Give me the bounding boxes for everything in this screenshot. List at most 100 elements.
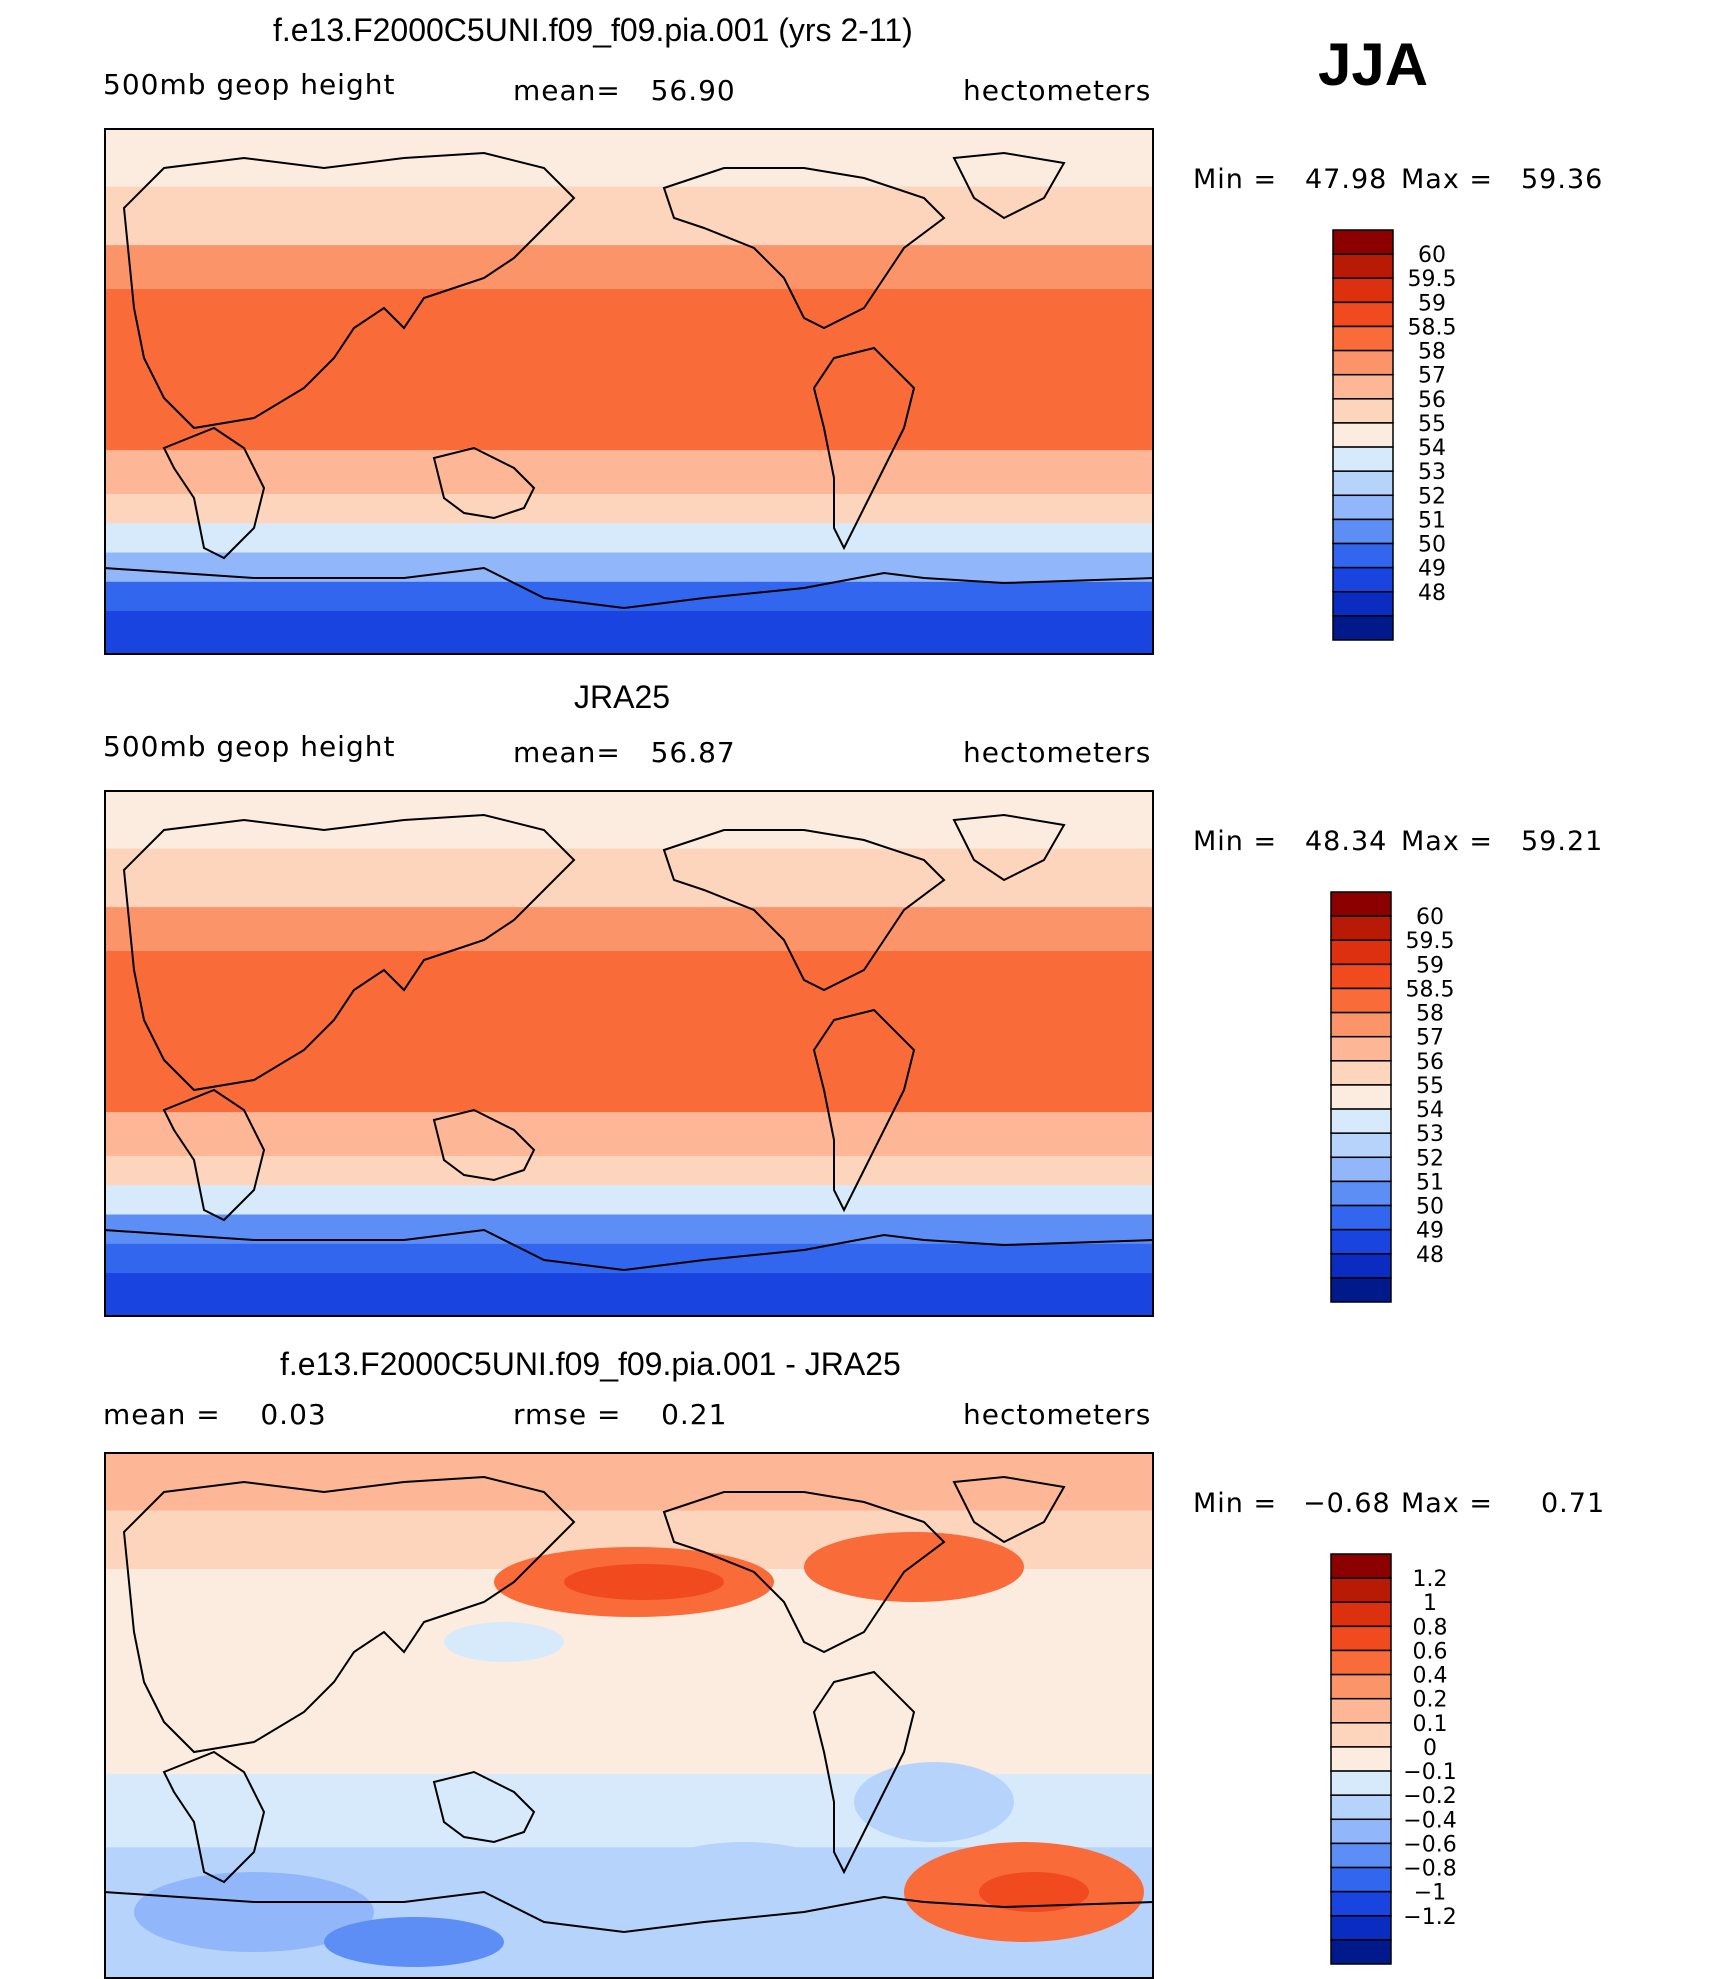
colorbar-box xyxy=(1330,915,1392,941)
panel2-band-5 xyxy=(104,1053,1154,1113)
colorbar-box xyxy=(1330,1253,1392,1279)
panel3-anomaly-blobs xyxy=(134,1532,1144,1967)
colorbar-box xyxy=(1330,1794,1392,1821)
colorbar-box xyxy=(1332,566,1394,593)
colorbar-box xyxy=(1332,277,1394,304)
colorbar-tick-label: −0.6 xyxy=(1403,1832,1456,1857)
panel3-band-3 xyxy=(104,1613,1154,1658)
colorbar-tick-label: 55 xyxy=(1416,1074,1444,1099)
colorbar-tick-label: 50 xyxy=(1418,533,1446,558)
colorbar-box xyxy=(1332,398,1394,424)
panel1-units-label: hectometers xyxy=(963,74,1152,107)
panel2-band-11 xyxy=(104,1273,1154,1317)
colorbar-tick-label: −0.1 xyxy=(1403,1760,1456,1785)
panel1-bands xyxy=(104,128,1154,655)
panel2-band-0 xyxy=(104,790,1154,850)
panel3-max-label: Max = xyxy=(1401,1488,1494,1519)
panel3-min-value: −0.68 xyxy=(1303,1488,1391,1519)
colorbar-box xyxy=(1332,325,1394,352)
panel1-min-value: 47.98 xyxy=(1305,164,1388,195)
colorbar-box xyxy=(1330,1625,1392,1652)
colorbar-box xyxy=(1332,615,1394,641)
panel3-colorbar-boxes xyxy=(1330,1553,1392,1965)
colorbar-tick-label: 59.5 xyxy=(1408,267,1457,292)
colorbar-box xyxy=(1330,1180,1392,1207)
colorbar-box xyxy=(1330,1842,1392,1869)
colorbar-box xyxy=(1330,1035,1392,1062)
colorbar-tick-label: 56 xyxy=(1416,1050,1444,1075)
colorbar-box xyxy=(1332,349,1394,376)
colorbar-box xyxy=(1330,987,1392,1014)
panel2-band-7 xyxy=(104,1155,1154,1186)
panel2-max-value: 59.21 xyxy=(1521,826,1604,857)
colorbar-tick-label: 55 xyxy=(1418,412,1446,437)
colorbar-box xyxy=(1330,1673,1392,1700)
season-label: JJA xyxy=(1318,31,1429,98)
colorbar-box xyxy=(1330,1818,1392,1845)
panel2-min-value: 48.34 xyxy=(1305,826,1388,857)
colorbar-box xyxy=(1330,1770,1392,1796)
colorbar-tick-label: 0.2 xyxy=(1413,1688,1448,1713)
colorbar-tick-label: 0 xyxy=(1423,1736,1437,1761)
colorbar-tick-label: 48 xyxy=(1418,581,1446,606)
panel3-max-value: 0.71 xyxy=(1541,1488,1606,1519)
colorbar-box xyxy=(1332,229,1394,255)
panel3-map xyxy=(104,1452,1154,1979)
panel3-band-4 xyxy=(104,1656,1154,1716)
colorbar-tick-label: 49 xyxy=(1416,1219,1444,1244)
colorbar-box xyxy=(1330,1132,1392,1159)
colorbar-box xyxy=(1330,1649,1392,1676)
colorbar-box xyxy=(1330,1277,1392,1303)
panel2-band-6 xyxy=(104,1112,1154,1157)
panel3-colorbar-labels: 1.210.80.60.40.20.10−0.1−0.2−0.4−0.6−0.8… xyxy=(1403,1567,1456,1930)
panel1-band-2 xyxy=(104,245,1154,290)
colorbar-tick-label: 56 xyxy=(1418,388,1446,413)
panel3-rmse-label: rmse = 0.21 xyxy=(513,1398,728,1431)
colorbar-box xyxy=(1332,494,1394,521)
colorbar-tick-label: 51 xyxy=(1416,1170,1444,1195)
panel2-field-label: 500mb geop height xyxy=(103,730,396,763)
colorbar-tick-label: −1 xyxy=(1414,1881,1446,1906)
colorbar-tick-label: 58.5 xyxy=(1406,977,1455,1002)
colorbar-box xyxy=(1330,1577,1392,1603)
colorbar-box xyxy=(1330,1697,1392,1724)
colorbar-box xyxy=(1330,1746,1392,1772)
colorbar-tick-label: 58 xyxy=(1416,1002,1444,1027)
colorbar-box xyxy=(1330,891,1392,917)
colorbar-box xyxy=(1330,1553,1392,1579)
panel1-title: f.e13.F2000C5UNI.f09_f09.pia.001 (yrs 2-… xyxy=(273,12,913,48)
panel3-continents xyxy=(104,1475,1154,1934)
panel2-colorbar-boxes xyxy=(1330,891,1392,1303)
panel1-colorbar-boxes xyxy=(1332,229,1394,641)
colorbar-tick-label: 59.5 xyxy=(1406,929,1455,954)
colorbar-box xyxy=(1330,1866,1392,1893)
colorbar-tick-label: 1 xyxy=(1423,1591,1437,1616)
colorbar-box xyxy=(1332,542,1394,569)
panel2-band-2 xyxy=(104,907,1154,952)
panel2-min-label: Min = xyxy=(1193,826,1278,857)
panel2-map xyxy=(104,790,1154,1317)
colorbar-tick-label: 54 xyxy=(1416,1098,1444,1123)
panel2-band-1 xyxy=(104,848,1154,908)
panel3-min-label: Min = xyxy=(1193,1488,1278,1519)
colorbar-box xyxy=(1332,470,1394,497)
colorbar-tick-label: 57 xyxy=(1418,364,1446,389)
colorbar-box xyxy=(1330,1722,1392,1748)
colorbar-box xyxy=(1330,1601,1392,1628)
colorbar-box xyxy=(1330,1228,1392,1255)
colorbar-tick-label: 52 xyxy=(1418,484,1446,509)
panel3-units-label: hectometers xyxy=(963,1398,1152,1431)
panel1-field-label: 500mb geop height xyxy=(103,68,396,101)
colorbar-tick-label: 57 xyxy=(1416,1026,1444,1051)
panel2-bands xyxy=(104,790,1154,1317)
panel1-min-label: Min = xyxy=(1193,164,1278,195)
colorbar-box xyxy=(1330,1204,1392,1231)
colorbar-box xyxy=(1330,963,1392,990)
colorbar-tick-label: 53 xyxy=(1416,1122,1444,1147)
panel1-map xyxy=(104,128,1154,655)
colorbar-tick-label: 60 xyxy=(1416,905,1444,930)
colorbar-box xyxy=(1330,939,1392,966)
